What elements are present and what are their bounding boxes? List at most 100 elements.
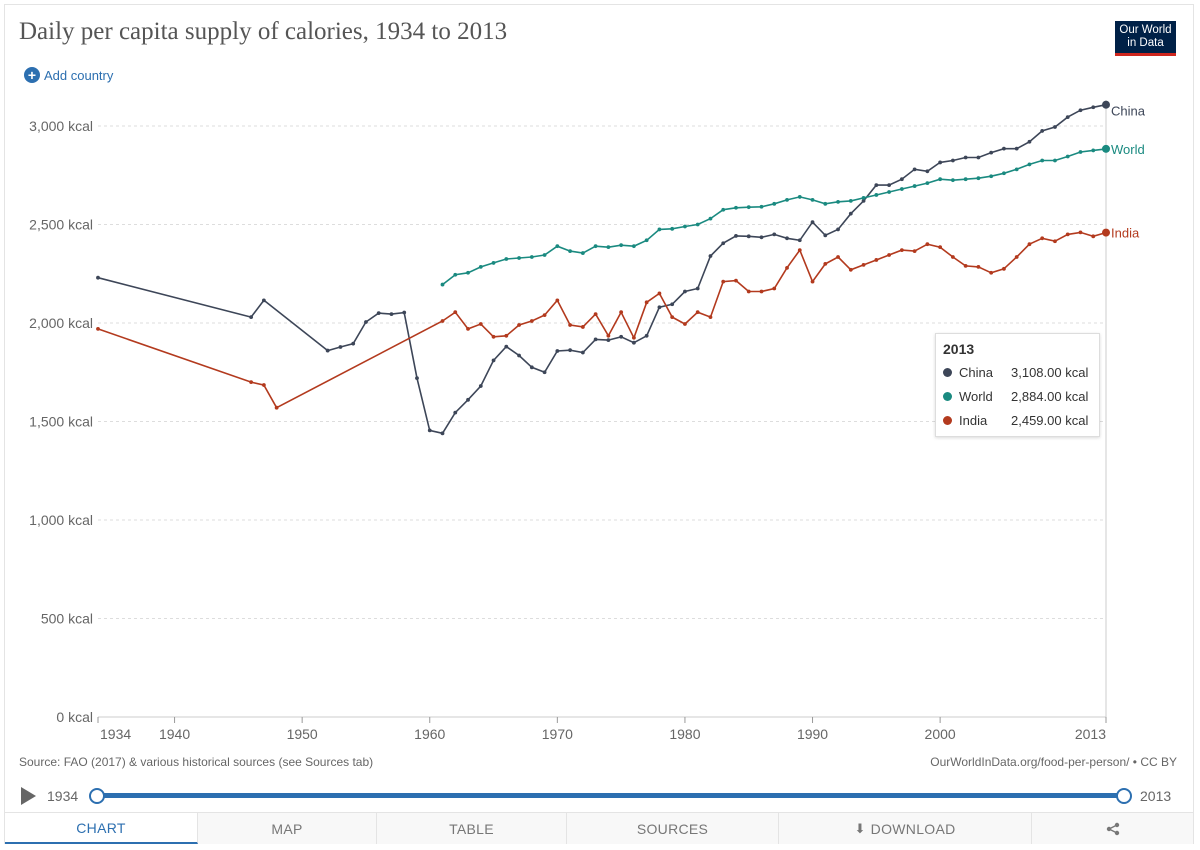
data-point-china	[466, 397, 470, 402]
tooltip-name: China	[959, 365, 993, 380]
data-point-china	[670, 302, 675, 307]
data-point-china	[351, 341, 356, 346]
data-point-china	[683, 289, 687, 294]
tab-download[interactable]: ⬇ DOWNLOAD	[779, 813, 1032, 844]
data-point-world	[606, 245, 611, 250]
data-point-india	[1002, 266, 1006, 271]
data-point-india	[721, 279, 726, 284]
tooltip-year: 2013	[943, 341, 975, 357]
credit-link[interactable]: OurWorldInData.org/food-per-person/ • CC…	[930, 755, 1177, 769]
data-point-india	[1053, 239, 1057, 244]
data-point-world	[529, 255, 534, 259]
data-point-china	[568, 348, 573, 353]
data-point-china	[364, 320, 368, 324]
x-tick-label: 1940	[159, 726, 190, 742]
data-point-india	[836, 255, 840, 259]
plus-circle-icon: +	[24, 67, 40, 83]
data-point-india	[1014, 255, 1019, 259]
data-point-india	[938, 245, 943, 250]
tab-table[interactable]: TABLE	[377, 813, 567, 844]
data-point-world	[887, 190, 891, 194]
tooltip-value: 2,459.00 kcal	[1011, 413, 1089, 428]
series-label-india: India	[1111, 226, 1140, 241]
data-point-india	[925, 242, 930, 247]
data-point-india	[466, 327, 470, 331]
data-point-india	[1065, 232, 1070, 237]
data-point-india	[1027, 242, 1032, 247]
data-point-world	[440, 282, 445, 287]
data-point-china	[899, 177, 904, 182]
data-point-china	[1014, 146, 1019, 151]
data-point-china	[402, 310, 407, 315]
owid-logo[interactable]: Our World in Data	[1115, 21, 1176, 56]
data-point-china	[1065, 115, 1070, 120]
timeline-start-label: 1934	[47, 788, 79, 804]
tooltip-row-china: China 3,108.00 kcal	[943, 365, 1088, 380]
timeline-start-handle[interactable]	[89, 788, 105, 804]
data-point-china	[785, 236, 789, 241]
timeline-track[interactable]	[96, 793, 1124, 798]
logo-line-1: Our World	[1119, 24, 1172, 36]
data-point-world	[580, 251, 585, 255]
data-point-world	[670, 226, 675, 231]
data-point-china	[1002, 146, 1006, 151]
data-point-china	[887, 183, 891, 188]
series-label-world: World	[1111, 142, 1145, 157]
data-point-world	[772, 201, 777, 206]
data-point-india	[746, 289, 751, 294]
data-point-world	[517, 256, 521, 260]
x-tick-label: 2000	[925, 726, 956, 742]
timeline[interactable]: 1934 2013	[18, 783, 1183, 809]
data-point-india	[772, 286, 777, 291]
data-point-china	[593, 337, 598, 342]
data-point-world	[1014, 167, 1019, 172]
data-point-india	[963, 263, 968, 268]
data-point-world	[785, 197, 789, 202]
data-point-china	[823, 233, 828, 238]
tab-bar: CHART MAP TABLE SOURCES ⬇ DOWNLOAD	[5, 812, 1193, 844]
data-point-india	[440, 319, 445, 323]
data-point-world	[899, 187, 904, 191]
data-point-world	[823, 201, 828, 206]
data-point-world	[721, 207, 726, 212]
tooltip-name: World	[959, 389, 993, 404]
data-point-china	[695, 286, 700, 291]
data-point-india	[810, 279, 815, 284]
data-point-world	[542, 253, 547, 257]
download-icon: ⬇	[854, 820, 866, 836]
tab-sources[interactable]: SOURCES	[567, 813, 779, 844]
data-point-world	[963, 177, 968, 182]
play-icon[interactable]	[21, 787, 36, 805]
add-country-button[interactable]: + Add country	[24, 67, 113, 83]
data-point-china	[912, 167, 917, 172]
tab-share[interactable]	[1032, 813, 1193, 844]
data-point-world	[938, 177, 943, 182]
share-icon	[1106, 822, 1119, 835]
data-point-world	[1002, 171, 1006, 176]
tooltip-value: 2,884.00 kcal	[1011, 389, 1089, 404]
data-point-india	[683, 322, 687, 326]
data-point-world	[568, 249, 573, 253]
y-tick-label: 500 kcal	[41, 611, 93, 627]
data-point-world	[644, 238, 649, 243]
data-point-china	[1091, 105, 1096, 110]
data-point-india	[478, 322, 483, 326]
x-tick-label: 1934	[100, 726, 131, 742]
data-point-china	[797, 238, 802, 243]
tab-chart[interactable]: CHART	[5, 813, 198, 844]
data-point-world	[759, 204, 764, 209]
tab-map[interactable]: MAP	[198, 813, 377, 844]
data-point-india	[517, 323, 521, 327]
x-tick-label: 2013	[1075, 726, 1106, 742]
data-point-china	[555, 349, 560, 353]
data-point-world	[976, 176, 981, 181]
data-point-china	[478, 384, 483, 388]
data-point-india	[785, 265, 789, 270]
data-point-china	[721, 241, 726, 246]
data-point-world	[555, 244, 560, 249]
tooltip-value: 3,108.00 kcal	[1011, 365, 1089, 380]
data-point-world	[453, 272, 458, 277]
timeline-end-handle[interactable]	[1116, 788, 1132, 804]
data-point-china	[1040, 129, 1045, 133]
